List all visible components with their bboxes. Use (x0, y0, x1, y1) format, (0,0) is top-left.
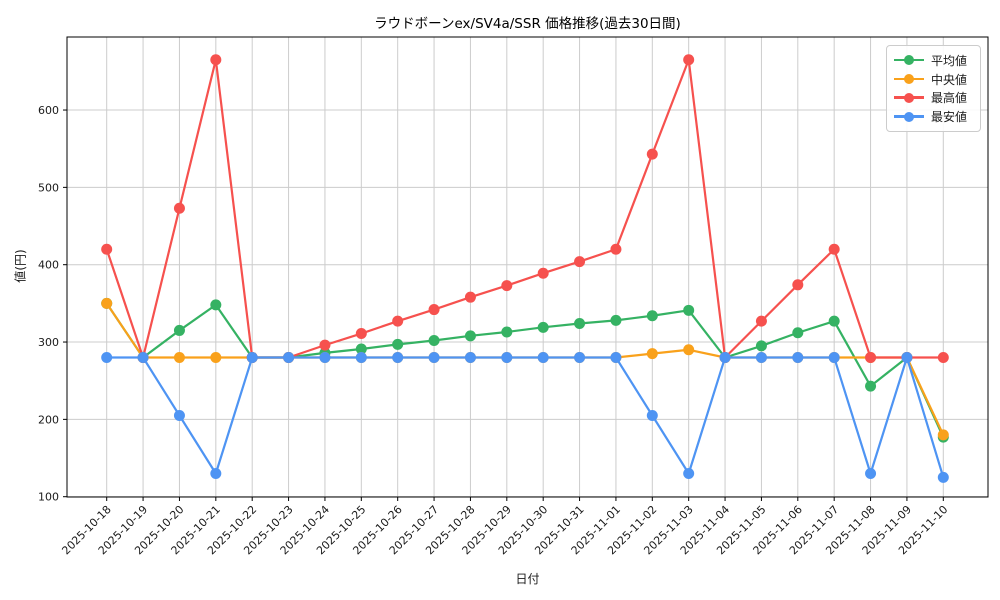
legend-item-median: 中央値 (894, 70, 971, 89)
legend-label-median: 中央値 (931, 72, 968, 87)
y-tick-label: 400 (38, 259, 59, 272)
data-point-highest (392, 315, 404, 327)
legend-item-average: 平均値 (894, 51, 971, 70)
data-point-lowest (173, 409, 185, 421)
data-point-lowest (537, 351, 549, 363)
data-point-median (646, 348, 658, 360)
chart-title: ラウドボーンex/SV4a/SSR 価格推移(過去30日間) (374, 16, 681, 32)
data-point-median (683, 344, 695, 356)
data-point-average (464, 330, 476, 342)
data-point-average (501, 326, 513, 338)
y-tick-label: 600 (38, 104, 59, 117)
data-point-lowest (101, 351, 113, 363)
data-point-highest (210, 54, 222, 66)
data-point-highest (501, 280, 513, 292)
series-line-average (105, 302, 945, 438)
data-point-lowest (392, 351, 404, 363)
data-point-highest (574, 256, 586, 268)
y-axis-label: 値(円) (13, 249, 28, 283)
data-point-lowest (828, 351, 840, 363)
series-line-lowest (106, 356, 945, 478)
data-point-highest (428, 304, 440, 316)
data-point-highest (646, 148, 658, 160)
data-point-average (610, 314, 622, 326)
y-tick-label: 100 (38, 491, 59, 504)
data-point-lowest (319, 351, 331, 363)
data-point-lowest (646, 409, 658, 421)
data-point-lowest (283, 351, 295, 363)
data-point-average (828, 315, 840, 327)
legend-label-highest: 最高値 (931, 91, 968, 106)
y-tick-label: 200 (38, 413, 59, 426)
data-point-average (683, 304, 695, 316)
data-point-average (537, 321, 549, 333)
data-point-average (755, 340, 767, 352)
data-point-average (428, 334, 440, 346)
data-point-lowest (501, 351, 513, 363)
data-point-highest (610, 243, 622, 255)
data-point-lowest (792, 351, 804, 363)
legend-item-lowest: 最安値 (894, 107, 971, 126)
legend-line-dot-icon (894, 92, 924, 103)
data-point-average (865, 380, 877, 392)
data-point-lowest (719, 351, 731, 363)
data-point-median (173, 351, 185, 363)
data-point-highest (937, 351, 949, 363)
data-point-average (392, 338, 404, 350)
data-point-average (646, 310, 658, 322)
data-point-highest (464, 291, 476, 303)
legend-label-average: 平均値 (931, 53, 968, 68)
data-point-lowest (428, 351, 440, 363)
legend-item-highest: 最高値 (894, 89, 971, 108)
data-point-highest (755, 315, 767, 327)
data-point-lowest (683, 467, 695, 479)
data-point-lowest (574, 351, 586, 363)
data-point-average (173, 324, 185, 336)
data-point-average (355, 343, 367, 355)
data-point-lowest (937, 471, 949, 483)
legend: 平均値中央値最高値最安値 (886, 45, 981, 132)
data-point-lowest (610, 351, 622, 363)
y-tick-label: 500 (38, 181, 59, 194)
data-point-lowest (137, 351, 149, 363)
data-point-highest (101, 243, 113, 255)
legend-line-dot-icon (894, 55, 924, 66)
data-point-lowest (901, 351, 913, 363)
y-tick-label: 300 (38, 336, 59, 349)
series-line-highest (105, 58, 944, 359)
data-point-highest (537, 267, 549, 279)
data-point-average (574, 317, 586, 329)
series-line-median (105, 302, 945, 436)
data-point-highest (865, 351, 877, 363)
data-point-lowest (210, 467, 222, 479)
data-point-median (210, 351, 222, 363)
data-point-highest (173, 202, 185, 214)
legend-line-dot-icon (894, 74, 924, 85)
x-axis-label: 日付 (515, 572, 540, 586)
data-point-highest (319, 339, 331, 351)
data-point-highest (828, 243, 840, 255)
data-point-average (792, 327, 804, 339)
data-point-average (210, 299, 222, 311)
data-point-median (937, 429, 949, 441)
legend-line-dot-icon (894, 111, 924, 122)
data-point-highest (355, 328, 367, 340)
data-point-median (101, 297, 113, 309)
data-point-lowest (355, 351, 367, 363)
legend-label-lowest: 最安値 (931, 110, 968, 125)
data-point-highest (792, 279, 804, 291)
plot-border (66, 36, 989, 498)
data-point-lowest (246, 351, 258, 363)
data-point-highest (683, 54, 695, 66)
data-point-lowest (865, 467, 877, 479)
data-point-lowest (464, 351, 476, 363)
data-point-lowest (755, 351, 767, 363)
